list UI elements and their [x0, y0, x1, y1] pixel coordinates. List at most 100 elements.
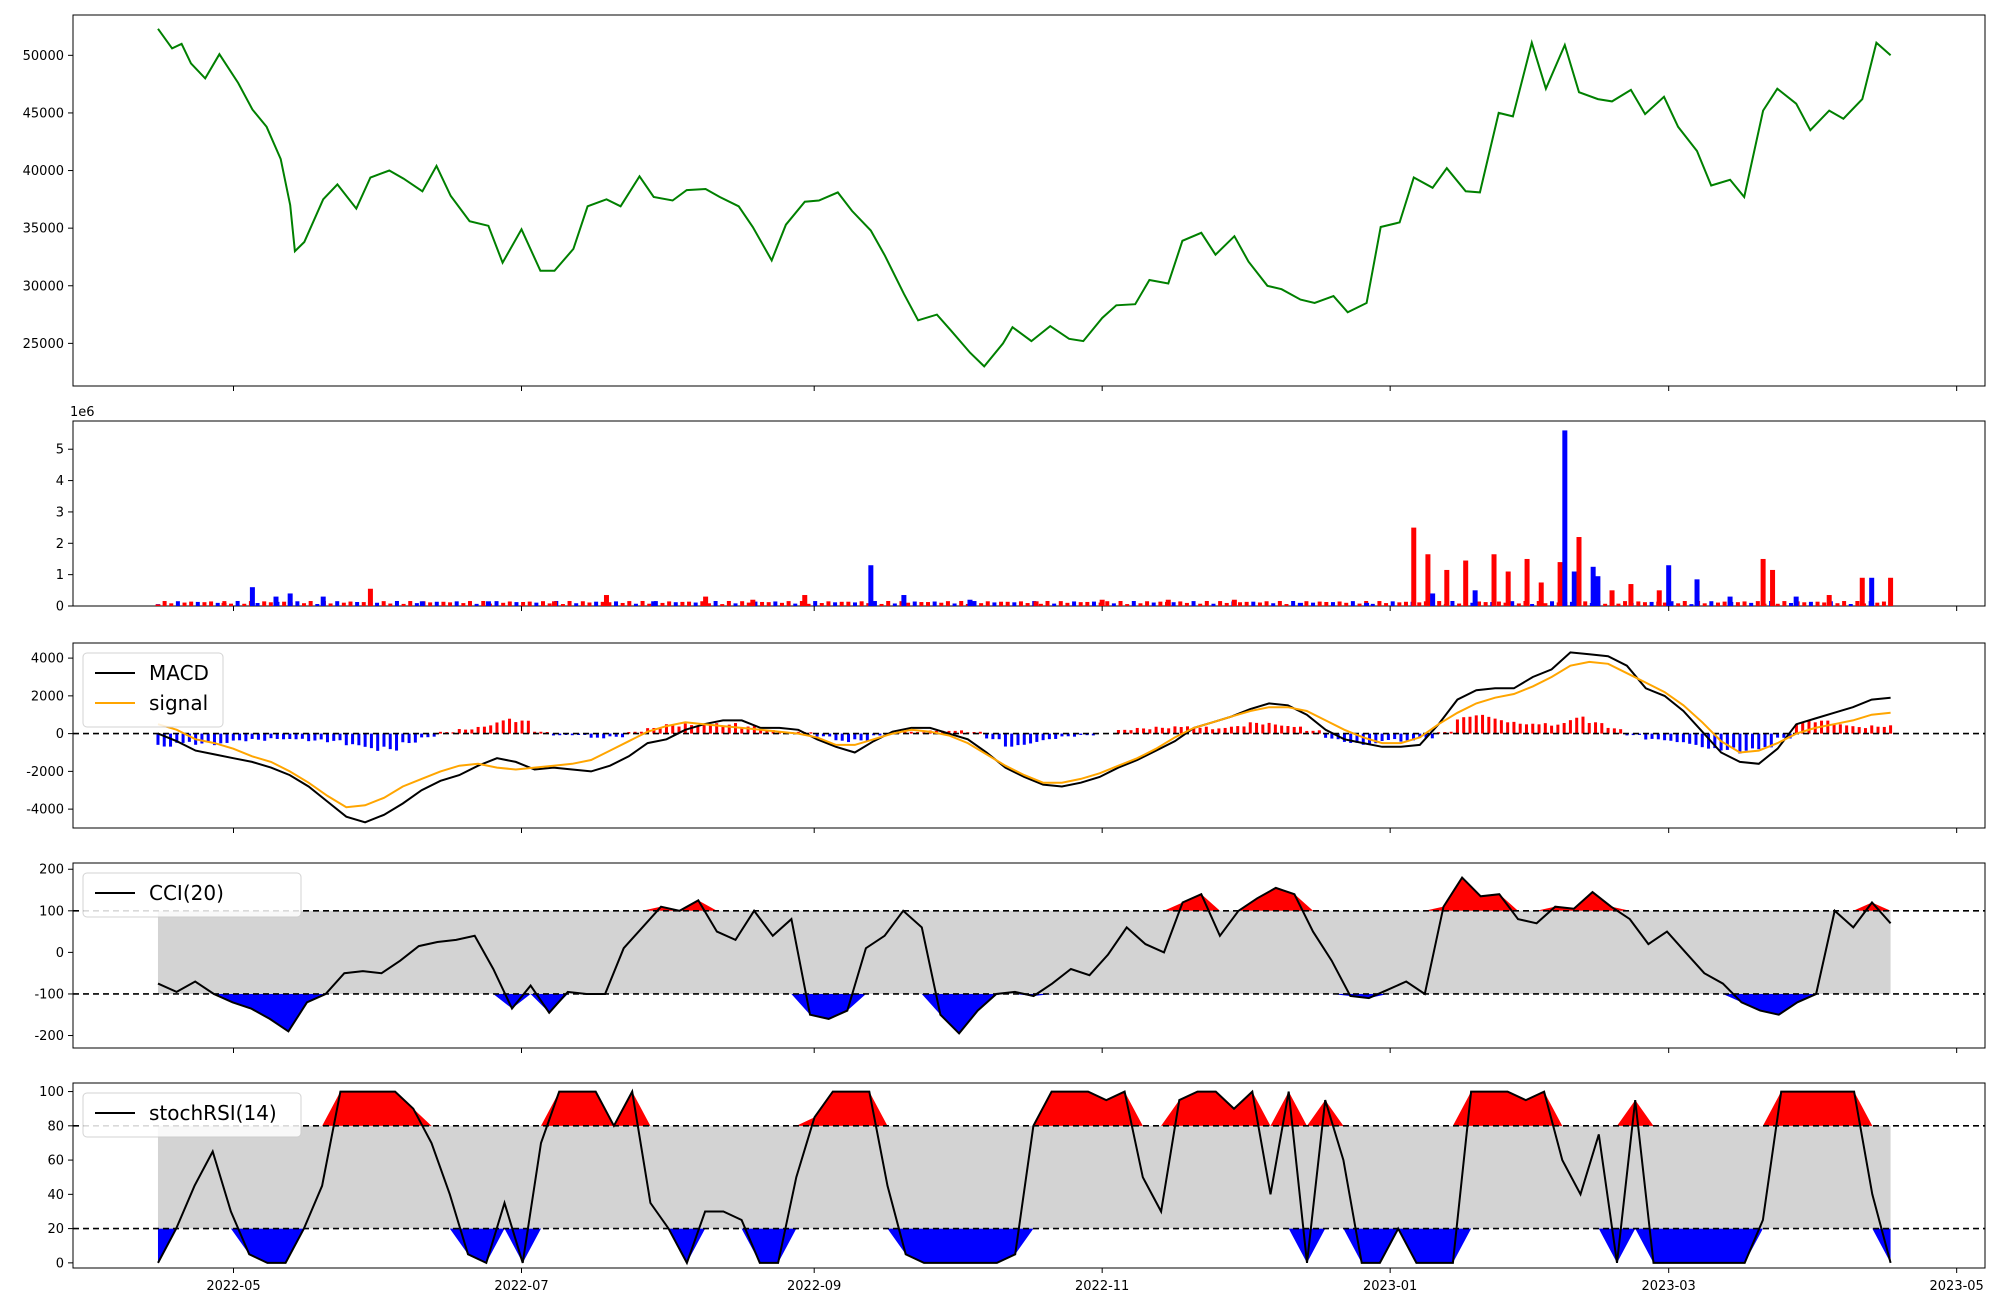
volume-bar: [1628, 584, 1634, 606]
volume-bar: [967, 599, 973, 606]
volume-bar: [793, 603, 798, 606]
macd-histogram-bar: [1229, 726, 1233, 734]
oversold-fill: [157, 1228, 1891, 1263]
macd-histogram-bar: [156, 733, 160, 745]
volume-bar: [992, 602, 997, 606]
volume-bar: [603, 595, 609, 606]
macd-histogram-bar: [1468, 716, 1472, 734]
macd-histogram-bar: [175, 733, 179, 743]
volume-bar: [1859, 577, 1865, 606]
volume-bar: [1842, 601, 1847, 606]
macd-histogram-bar: [501, 720, 505, 734]
volume-bar: [1793, 596, 1799, 606]
volume-bar: [434, 601, 439, 606]
volume-bar: [945, 601, 950, 606]
volume-bar: [1576, 537, 1582, 606]
volume-bar: [494, 601, 499, 606]
volume-bar: [614, 601, 619, 606]
macd-histogram-bar: [1499, 720, 1503, 734]
volume-bar: [1715, 602, 1720, 606]
volume-bar: [1091, 601, 1096, 606]
macd-histogram-bar: [595, 733, 599, 738]
macd-histogram-bar: [1248, 722, 1252, 734]
macd-histogram-bar: [1116, 730, 1120, 734]
volume-bar: [839, 601, 844, 606]
macd-histogram-bar: [464, 729, 468, 734]
macd-histogram-bar: [1769, 733, 1773, 748]
macd-histogram-bar: [1757, 733, 1761, 750]
macd-histogram-bar: [1481, 714, 1485, 734]
volume-bar: [1277, 601, 1282, 606]
volume-bar: [680, 601, 685, 606]
volume-bar: [501, 602, 506, 606]
legend-label: signal: [149, 691, 208, 715]
macd-histogram-bar: [363, 733, 367, 747]
macd-histogram-bar: [438, 731, 442, 734]
volume-bar: [1666, 565, 1672, 606]
panel-frame: [72, 1082, 1986, 1269]
macd-histogram-bar: [1537, 724, 1541, 734]
volume-bar: [1888, 577, 1894, 606]
y-tick-label: 3: [56, 505, 64, 520]
neutral-band: [157, 910, 1891, 994]
macd-histogram-bar: [1556, 724, 1560, 734]
volume-bar: [594, 601, 599, 606]
volume-bar: [703, 596, 709, 606]
macd-histogram-bar: [206, 733, 210, 742]
volume-scale-label: 1e6: [70, 405, 95, 420]
volume-bar: [308, 601, 313, 606]
macd-histogram-bar: [169, 733, 173, 747]
volume-bar: [859, 601, 864, 606]
volume-bar: [215, 602, 220, 606]
volume-bar: [1191, 601, 1196, 606]
macd-histogram-bar: [1863, 728, 1867, 734]
volume-bar: [441, 601, 446, 606]
macd-histogram-bar: [1066, 733, 1070, 737]
volume-bar: [1550, 601, 1555, 606]
volume-bar: [1370, 603, 1375, 606]
volume-bar: [1802, 602, 1807, 606]
macd-histogram-bar: [1148, 729, 1152, 734]
macd-histogram-bar: [1663, 733, 1667, 741]
macd-histogram-bar: [865, 733, 869, 742]
y-tick-label: 25000: [23, 337, 64, 352]
volume-bar: [1038, 603, 1043, 606]
y-tick-label: 80: [47, 1119, 64, 1134]
volume-bar: [1822, 602, 1827, 606]
volume-bar: [1815, 601, 1820, 606]
macd-histogram-bar: [1807, 720, 1811, 734]
volume-bar: [706, 603, 711, 606]
macd-histogram-bar: [514, 722, 518, 734]
macd-histogram-bar: [307, 733, 311, 742]
macd-histogram-bar: [809, 732, 813, 734]
volume-bar: [726, 601, 731, 606]
macd-histogram-bar: [1355, 733, 1359, 743]
macd-histogram-bar: [219, 733, 223, 744]
volume-bar: [1472, 590, 1478, 606]
volume-bar: [1775, 603, 1780, 606]
volume-bar: [1065, 602, 1070, 606]
macd-histogram-bar: [639, 731, 643, 734]
volume-bar: [1722, 601, 1727, 606]
macd-histogram-bar: [212, 733, 216, 746]
volume-bar: [401, 603, 406, 606]
volume-bar: [1403, 601, 1408, 606]
volume-bar: [1125, 604, 1130, 606]
volume-bar: [1656, 590, 1662, 606]
volume-bar: [1835, 603, 1840, 606]
volume-bar: [388, 603, 393, 606]
macd-histogram-bar: [420, 733, 424, 738]
volume-bar: [1437, 601, 1442, 606]
volume-bar: [209, 601, 214, 606]
volume-bar: [926, 602, 931, 606]
macd-histogram-bar: [765, 729, 769, 734]
macd-histogram-bar: [526, 720, 530, 734]
macd-histogram-bar: [545, 732, 549, 734]
volume-bar: [235, 600, 240, 606]
volume-bar: [560, 604, 565, 606]
volume-bar: [242, 603, 247, 606]
volume-bar: [1496, 601, 1501, 606]
volume-bar: [574, 603, 579, 606]
macd-histogram-bar: [683, 723, 687, 734]
volume-bar: [1689, 604, 1694, 606]
